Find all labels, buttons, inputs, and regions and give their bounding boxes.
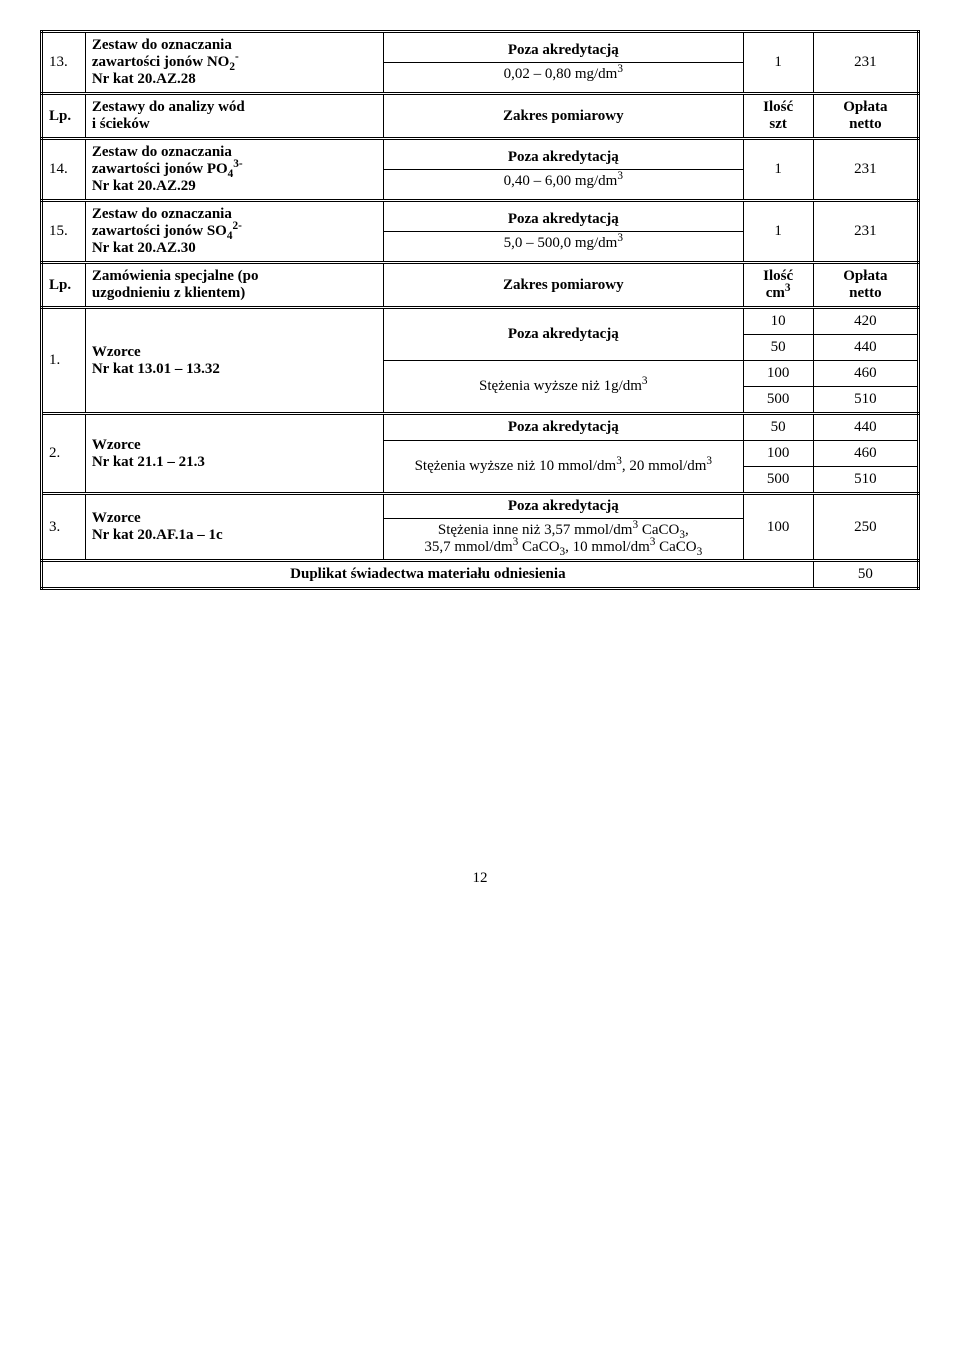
range-cell: Poza akredytacją 0,40 – 6,00 mg/dm3 — [384, 139, 744, 201]
qty-cell: 50 — [743, 414, 813, 441]
range-top: Poza akredytacją — [384, 39, 743, 63]
name-line: Nr kat 20.AZ.28 — [92, 71, 196, 87]
price-cell: 231 — [813, 201, 918, 263]
qty-cell: 1 — [743, 139, 813, 201]
name-cell: Zestaw do oznaczania zawartości jonów SO… — [85, 201, 383, 263]
lp-cell: 13. — [42, 32, 86, 94]
page-number: 12 — [40, 870, 920, 887]
name-line: Zestaw do oznaczania — [92, 37, 232, 53]
range-cell: Poza akredytacją 0,02 – 0,80 mg/dm3 — [384, 32, 744, 94]
header-price: Opłata netto — [813, 263, 918, 308]
name-cell: Wzorce Nr kat 13.01 – 13.32 — [85, 308, 383, 414]
price-cell: 510 — [813, 467, 918, 494]
range-bottom: Stężenia wyższe niż 10 mmol/dm3, 20 mmol… — [384, 441, 744, 494]
price-cell: 460 — [813, 441, 918, 467]
price-cell: 440 — [813, 335, 918, 361]
header-lp: Lp. — [42, 94, 86, 139]
qty-cell: 1 — [743, 201, 813, 263]
lp-cell: 1. — [42, 308, 86, 414]
name-cell: Zestaw do oznaczania zawartości jonów PO… — [85, 139, 383, 201]
price-cell: 510 — [813, 387, 918, 414]
price-cell: 231 — [813, 139, 918, 201]
name-cell: Zestaw do oznaczania zawartości jonów NO… — [85, 32, 383, 94]
price-cell: 420 — [813, 308, 918, 335]
qty-cell: 500 — [743, 467, 813, 494]
qty-cell: 1 — [743, 32, 813, 94]
price-cell: 440 — [813, 414, 918, 441]
qty-cell: 100 — [743, 441, 813, 467]
range-top: Poza akredytacją — [384, 414, 744, 441]
range-top: Poza akredytacją — [384, 308, 744, 361]
name-cell: Wzorce Nr kat 21.1 – 21.3 — [85, 414, 383, 494]
range-cell: Poza akredytacją Stężenia inne niż 3,57 … — [384, 494, 744, 561]
qty-cell: 10 — [743, 308, 813, 335]
qty-cell: 50 — [743, 335, 813, 361]
range-bottom: 0,02 – 0,80 mg/dm3 — [384, 63, 743, 87]
range-cell: Poza akredytacją 5,0 – 500,0 mg/dm3 — [384, 201, 744, 263]
price-cell: 460 — [813, 361, 918, 387]
qty-cell: 500 — [743, 387, 813, 414]
header-qty: Ilość szt — [743, 94, 813, 139]
duplicate-price: 50 — [813, 561, 918, 589]
header-name: Zestawy do analizy wód i ścieków — [85, 94, 383, 139]
header-range: Zakres pomiarowy — [384, 263, 744, 308]
name-line: zawartości jonów NO2- — [92, 54, 239, 70]
duplicate-label: Duplikat świadectwa materiału odniesieni… — [42, 561, 814, 589]
header-price: Opłata netto — [813, 94, 918, 139]
lp-cell: 15. — [42, 201, 86, 263]
name-cell: Wzorce Nr kat 20.AF.1a – 1c — [85, 494, 383, 561]
qty-cell: 100 — [743, 494, 813, 561]
header-range: Zakres pomiarowy — [384, 94, 744, 139]
lp-cell: 3. — [42, 494, 86, 561]
price-cell: 231 — [813, 32, 918, 94]
header-qty: Ilość cm3 — [743, 263, 813, 308]
range-bottom: Stężenia wyższe niż 1g/dm3 — [384, 361, 744, 414]
document-table: 13. Zestaw do oznaczania zawartości jonó… — [40, 30, 920, 590]
qty-cell: 100 — [743, 361, 813, 387]
price-cell: 250 — [813, 494, 918, 561]
lp-cell: 2. — [42, 414, 86, 494]
header-name: Zamówienia specjalne (po uzgodnieniu z k… — [85, 263, 383, 308]
header-lp: Lp. — [42, 263, 86, 308]
lp-cell: 14. — [42, 139, 86, 201]
